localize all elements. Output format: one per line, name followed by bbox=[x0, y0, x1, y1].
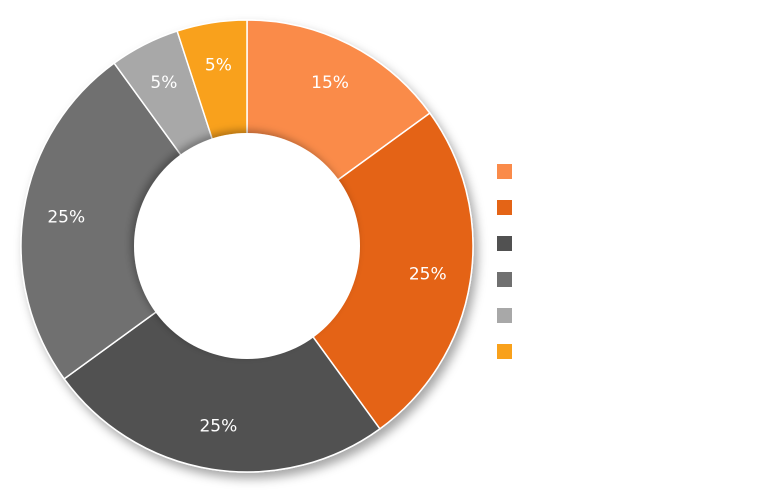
slice-label-0: 15% bbox=[311, 73, 349, 93]
slice-2 bbox=[63, 244, 381, 473]
legend-item: Ecosystem & Development: 25% bbox=[497, 198, 719, 216]
legend-item: Airdrop: 5% bbox=[497, 306, 719, 324]
slice-3 bbox=[20, 62, 249, 380]
legend-swatch bbox=[497, 199, 512, 215]
legend-swatch bbox=[497, 163, 512, 179]
donut-hole bbox=[134, 133, 360, 359]
slice-1 bbox=[245, 112, 474, 430]
slice-label-4: 5% bbox=[150, 73, 177, 93]
legend: Presale: 15% Ecosystem & Development: 25%… bbox=[497, 162, 719, 378]
legend-item: Presale: 15% bbox=[497, 162, 719, 180]
legend-swatch bbox=[497, 307, 512, 323]
legend-swatch bbox=[497, 271, 512, 287]
legend-swatch bbox=[497, 343, 512, 359]
legend-label: Airdrop: 5% bbox=[519, 308, 593, 322]
legend-swatch bbox=[497, 235, 512, 251]
slice-label-1: 25% bbox=[409, 265, 447, 285]
legend-item: Liquidity: 25% bbox=[497, 234, 719, 252]
legend-item: Public: 25% bbox=[497, 270, 719, 288]
slice-label-3: 25% bbox=[47, 207, 85, 227]
slice-label-5: 5% bbox=[205, 55, 232, 75]
legend-label: Presale: 15% bbox=[519, 164, 600, 178]
legend-item: Team: 5% bbox=[497, 342, 719, 360]
legend-label: Team: 5% bbox=[519, 344, 579, 358]
legend-label: Liquidity: 25% bbox=[519, 236, 608, 250]
legend-label: Ecosystem & Development: 25% bbox=[519, 200, 720, 214]
legend-label: Public: 25% bbox=[519, 272, 592, 286]
slice-label-2: 25% bbox=[199, 417, 237, 437]
